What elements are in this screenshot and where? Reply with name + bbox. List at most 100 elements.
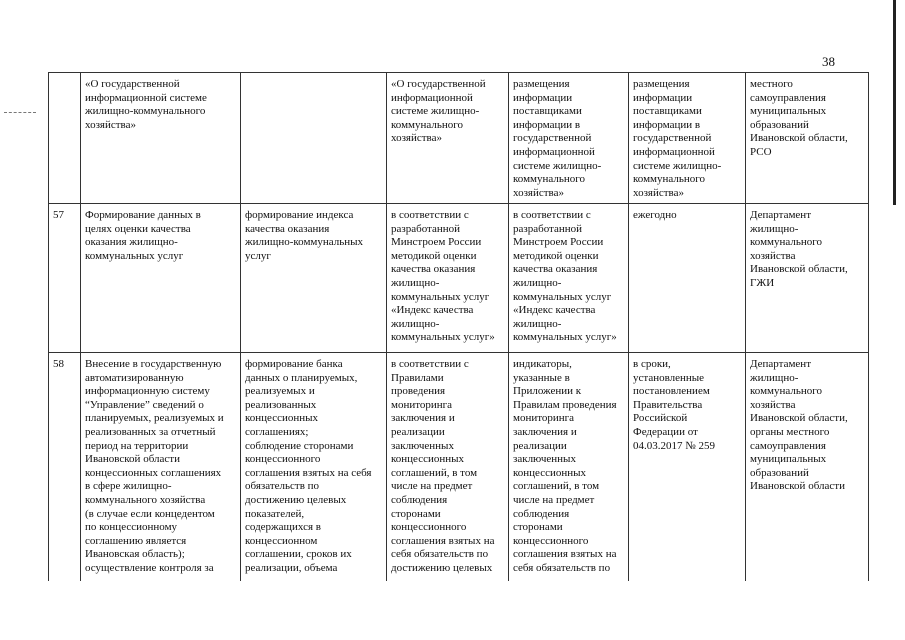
table-cell: Департамент жилищно-коммунального хозяйств…: [745, 352, 869, 581]
cell-line: коммунального: [750, 385, 822, 398]
cell-line: Ивановская область);: [85, 548, 185, 561]
table-cell: в соответствии с разработанной Минстроем Р…: [386, 203, 509, 353]
table-cell: [240, 72, 387, 204]
table-cell: формирование банка данных о планируемых, р…: [240, 352, 387, 581]
cell-line: соглашении, сроков их: [245, 548, 352, 561]
cell-line: системе жилищно-: [633, 159, 722, 172]
cell-line: Ивановской области,: [750, 412, 848, 425]
table-row: 57 Формирование данных в целях оценки каче…: [48, 203, 869, 353]
cell-line: Правительства: [633, 398, 703, 411]
table-cell: местного самоуправления муниципальных образ…: [745, 72, 869, 204]
table-cell: в соответствии с Правилами проведения монит…: [386, 352, 509, 581]
cell-line: концессионных соглашениях: [85, 466, 222, 479]
cell-line: жилищно-коммунального: [85, 105, 206, 118]
cell-line: концессионном: [245, 534, 318, 547]
cell-line: обязательств по: [245, 480, 320, 493]
cell-line: коммунального: [391, 118, 463, 131]
cell-line: ежегодно: [633, 209, 677, 221]
cell-line: коммунальных услуг»: [391, 331, 495, 344]
cell-line: коммунального: [513, 173, 585, 186]
scan-edge: [893, 0, 896, 205]
cell-line: соблюдения: [513, 507, 570, 520]
cell-line: образований: [750, 118, 809, 131]
cell-line: Федерации от: [633, 425, 698, 438]
cell-line: реализации, объема: [245, 561, 338, 574]
cell-line: период на территории: [85, 439, 189, 452]
cell-line: хозяйства»: [633, 186, 684, 199]
cell-line: информационной: [391, 91, 473, 104]
cell-line: хозяйства: [750, 398, 796, 411]
cell-line: формирование индекса: [245, 209, 354, 221]
cell-line: соглашений, в том: [391, 466, 478, 479]
cell-line: данных о планируемых,: [245, 371, 358, 384]
cell-line: концессионных: [513, 466, 587, 479]
cell-line: соглашения взятых на: [391, 534, 495, 547]
cell-line: в сфере жилищно-: [85, 480, 172, 493]
cell-line: размещения: [633, 78, 690, 90]
cell-line: соглашению является: [85, 534, 187, 547]
cell-line: информации: [513, 91, 573, 104]
cell-line: автоматизированную: [85, 371, 184, 384]
cell-line: самоуправления: [750, 439, 826, 452]
cell-line: соглашения взятых на себя: [245, 466, 372, 479]
cell-line: хозяйства»: [513, 186, 564, 199]
cell-line: реализованных: [245, 398, 317, 411]
cell-line: методикой оценки: [513, 249, 599, 262]
cell-line: информационной системе: [85, 91, 207, 104]
cell-line: разработанной: [513, 222, 583, 235]
cell-line: реализации: [391, 425, 445, 438]
cell-line: жилищно-: [391, 317, 440, 330]
table-cell: индикаторы, указанные в Приложении к Правил…: [508, 352, 629, 581]
cell-line: размещения: [513, 78, 570, 90]
row-number: 57: [48, 203, 81, 353]
cell-line: соблюдения: [391, 493, 448, 506]
cell-line: Департамент: [750, 358, 812, 370]
cell-line: в соответствии с: [513, 209, 591, 221]
table: «О государственной информационной системе…: [48, 72, 869, 581]
page-number: 38: [822, 54, 835, 69]
cell-line: сторонами: [391, 507, 441, 520]
cell-line: достижению целевых: [245, 493, 347, 506]
cell-line: Внесение в государственную: [85, 358, 222, 370]
cell-line: образований: [750, 466, 809, 479]
cell-line: Российской: [633, 412, 688, 425]
table-row: 58 Внесение в государственную автоматизиро…: [48, 352, 869, 581]
cell-line: муниципальных: [750, 453, 827, 466]
table-cell: Департамент жилищно-коммунального хозяйств…: [745, 203, 869, 353]
table-cell: Внесение в государственную автоматизирова…: [80, 352, 241, 581]
table-cell: в сроки, установленные постановлением Прави…: [628, 352, 746, 581]
cell-line: качества оказания: [245, 222, 330, 235]
cell-line: Ивановской области: [750, 480, 845, 493]
cell-line: Правилами: [391, 371, 444, 384]
cell-line: в сроки,: [633, 358, 671, 370]
cell-line: (в случае если концедентом: [85, 507, 215, 520]
cell-line: реализуемых и: [245, 385, 315, 398]
cell-line: Формирование данных в: [85, 209, 201, 221]
row-number: 58: [48, 352, 81, 581]
cell-line: Приложении к: [513, 385, 582, 398]
cell-line: информации в: [513, 118, 581, 131]
cell-line: концессионных: [245, 412, 319, 425]
cell-line: коммунальных услуг: [513, 290, 612, 303]
cell-line: Минстроем России: [391, 236, 482, 249]
cell-line: соглашениях;: [245, 425, 309, 438]
cell-line: постановлением: [633, 385, 710, 398]
table-cell: размещения информации поставщиками информац…: [508, 72, 629, 204]
cell-line: реализации: [513, 439, 567, 452]
cell-line: соблюдение сторонами: [245, 439, 354, 452]
cell-line: числе на предмет: [513, 493, 595, 506]
cell-line: жилищно-: [750, 222, 799, 235]
cell-line: мониторинга: [513, 412, 575, 425]
cell-line: индикаторы,: [513, 358, 572, 370]
cell-line: жилищно-коммунальных: [245, 236, 364, 249]
table-cell: ежегодно: [628, 203, 746, 353]
cell-line: хозяйства: [750, 249, 796, 262]
cell-line: Правилам проведения: [513, 398, 617, 411]
row-number: [48, 72, 81, 204]
table-cell: размещения информации поставщиками информац…: [628, 72, 746, 204]
cell-line: коммунального хозяйства: [85, 493, 206, 506]
cell-line: поставщиками: [633, 105, 702, 118]
table-cell: в соответствии с разработанной Минстроем Р…: [508, 203, 629, 353]
cell-line: 04.03.2017 № 259: [633, 439, 715, 452]
